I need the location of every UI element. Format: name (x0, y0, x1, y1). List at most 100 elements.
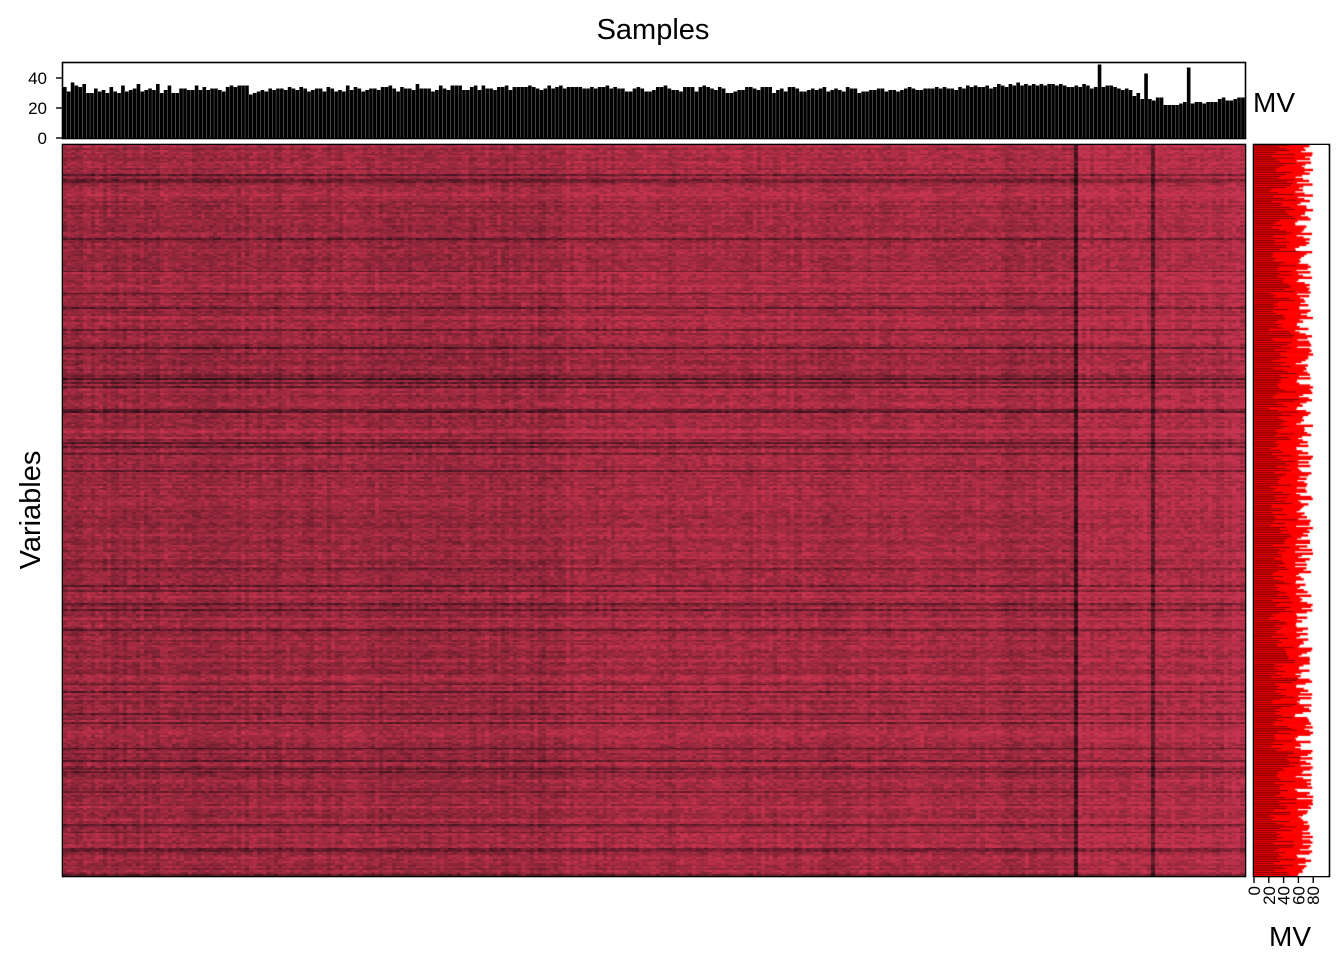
top-marginal-panel: 0 20 40 MV (28, 61, 1295, 148)
sample-bar (624, 91, 629, 138)
sample-bar (187, 90, 191, 138)
sample-bar (1163, 105, 1168, 138)
sample-bar (694, 91, 699, 138)
sample-bar (1241, 97, 1245, 138)
sample-bar (849, 88, 854, 138)
sample-bar (783, 91, 788, 138)
sample-bar (144, 90, 149, 138)
sample-bar (1171, 105, 1175, 138)
sample-bar (94, 88, 98, 138)
sample-bar (446, 90, 451, 138)
sample-bar (1233, 99, 1237, 138)
y-axis-label: Variables (15, 451, 47, 570)
sample-bar (477, 90, 482, 138)
sample-bar (733, 91, 738, 138)
sample-bar (927, 88, 931, 138)
sample-bar (679, 91, 683, 138)
sample-bar (1237, 97, 1241, 138)
sample-bar (578, 87, 583, 138)
sample-bar (121, 85, 125, 138)
sample-bar (1058, 84, 1063, 138)
sample-bar (655, 87, 660, 138)
sample-bar (764, 87, 769, 138)
x-tick-label: 60 (1289, 886, 1308, 905)
sample-bar (311, 90, 315, 138)
sample-bar (125, 91, 129, 138)
sample-bar (1027, 85, 1032, 138)
sample-bar (698, 87, 703, 138)
sample-bar (202, 87, 207, 138)
sample-bar (334, 91, 338, 138)
sample-bar (152, 90, 156, 138)
sample-bar (570, 87, 575, 138)
sample-bar (221, 91, 226, 138)
x-tick-label: 0 (1245, 886, 1264, 895)
sample-bar (857, 93, 862, 138)
x-tick-label: 40 (1275, 886, 1294, 905)
sample-bar (903, 88, 908, 138)
sample-bar (1039, 84, 1044, 138)
sample-bar (1206, 102, 1210, 138)
sample-bar (973, 85, 978, 138)
sample-bar (349, 90, 354, 138)
sample-bar (896, 91, 900, 138)
sample-bar (469, 87, 474, 138)
sample-bar (830, 90, 834, 138)
sample-bar (551, 88, 555, 138)
sample-bar (1113, 87, 1117, 138)
sample-bar (593, 88, 598, 138)
sample-bar (376, 90, 381, 138)
sample-bar (690, 87, 695, 138)
sample-bar (1217, 99, 1222, 138)
sample-bar (462, 90, 466, 138)
sample-bar (1055, 85, 1059, 138)
sample-bar (1202, 103, 1206, 138)
sample-bar (194, 85, 199, 138)
sample-bar (516, 87, 521, 138)
sample-bar (535, 88, 540, 138)
sample-bar (252, 93, 257, 138)
sample-bar (70, 82, 75, 138)
sample-bar (1179, 103, 1183, 138)
sample-bar (1120, 90, 1125, 138)
sample-bar (1194, 102, 1199, 138)
sample-bar (442, 88, 447, 138)
sample-bar (996, 84, 1001, 138)
sample-bar (686, 87, 691, 138)
sample-bar (872, 90, 877, 138)
sample-bar (322, 91, 327, 138)
sample-bar (411, 90, 416, 138)
sample-bar (330, 88, 335, 138)
sample-bar (1109, 85, 1113, 138)
sample-bar (671, 90, 676, 138)
sample-bar (954, 90, 958, 138)
sample-bar (911, 88, 916, 138)
x-tick-label: 80 (1304, 886, 1323, 905)
sample-bar (101, 90, 106, 138)
sample-bar (78, 87, 83, 138)
sample-bar (1035, 85, 1040, 138)
sample-bar (993, 87, 997, 138)
sample-bar (400, 87, 404, 138)
sample-bar (392, 88, 397, 138)
sample-bar (473, 85, 478, 138)
sample-bar (283, 90, 288, 138)
sample-bar (1225, 100, 1230, 138)
sample-bar (950, 88, 955, 138)
sample-bar (109, 87, 114, 138)
sample-bar (547, 85, 552, 138)
y-tick-label: 0 (38, 129, 47, 148)
sample-bar (365, 90, 369, 138)
sample-bar (756, 90, 761, 138)
sample-bar (481, 85, 486, 138)
sample-bar (814, 90, 819, 138)
sample-bar (264, 91, 269, 138)
top-y-axis: 0 20 40 (28, 69, 62, 148)
sample-bar (206, 90, 211, 138)
sample-bar (1043, 85, 1048, 138)
sample-bar (582, 88, 586, 138)
sample-bar (1101, 87, 1106, 138)
sample-bar (803, 91, 807, 138)
sample-bar (1182, 102, 1187, 138)
